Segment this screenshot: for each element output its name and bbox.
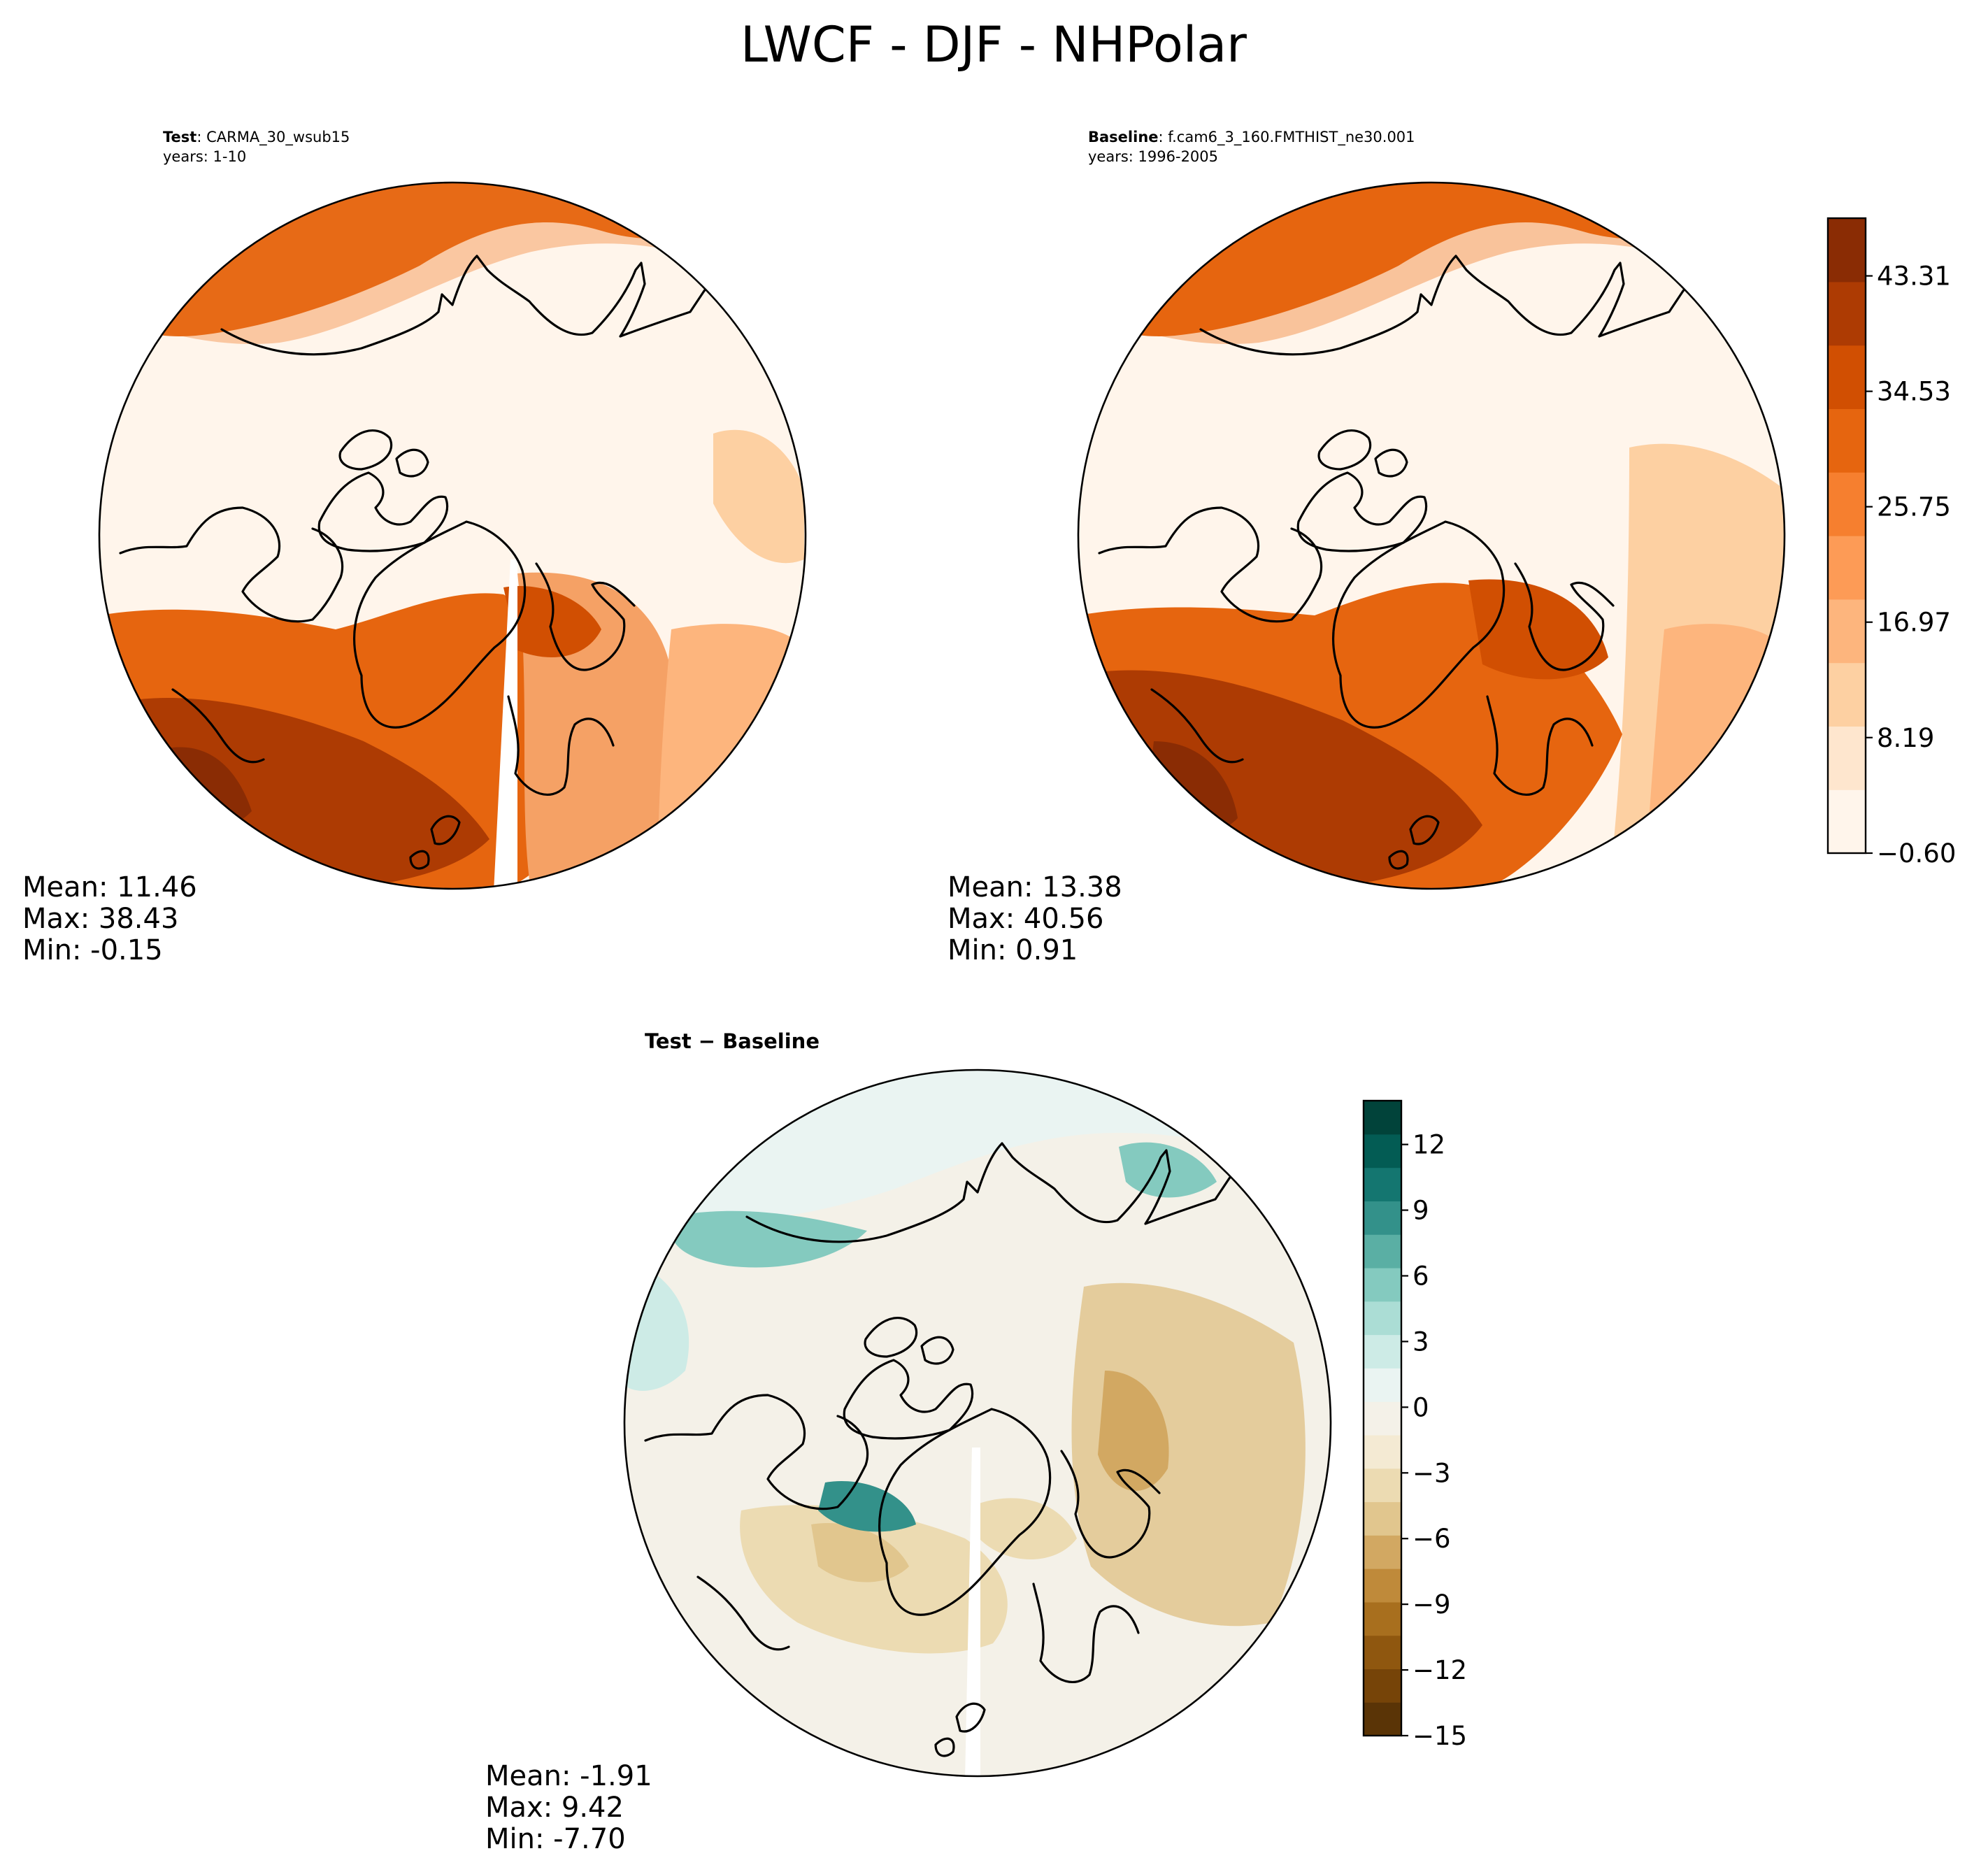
test-header-label: Test bbox=[163, 129, 196, 145]
test-max: Max: 38.43 bbox=[22, 903, 178, 935]
difference-panel: Test − Baseline Mean: -1.91 Max: 9.42 Mi… bbox=[485, 1029, 1332, 1855]
colorbar-swatch bbox=[1828, 408, 1866, 473]
colorbar-tick-label: 9 bbox=[1413, 1196, 1429, 1226]
colorbar-swatch bbox=[1364, 1334, 1401, 1369]
colorbar-swatch bbox=[1828, 536, 1866, 600]
colorbar-tick-label: 3 bbox=[1413, 1327, 1429, 1357]
test-min: Min: -0.15 bbox=[22, 934, 163, 966]
figure-title: LWCF - DJF - NHPolar bbox=[741, 16, 1247, 73]
colorbar-swatch bbox=[1828, 662, 1866, 727]
colorbar-tick-label: −0.60 bbox=[1877, 838, 1956, 869]
difference-map-border bbox=[623, 1069, 1332, 1778]
colorbar-swatch bbox=[1828, 726, 1866, 790]
difference-colorbar: 12 9 6 3 0 −3 −6 −9 −12 −15 bbox=[1362, 1099, 1467, 1751]
baseline-years: years: 1996-2005 bbox=[1088, 148, 1218, 165]
colorbar-swatch bbox=[1828, 789, 1866, 854]
colorbar-swatch bbox=[1364, 1401, 1401, 1436]
test-header: Test: CARMA_30_wsub15 bbox=[163, 129, 350, 146]
colorbar-swatch bbox=[1828, 218, 1866, 283]
colorbar-tick-label: 16.97 bbox=[1877, 608, 1951, 638]
colorbar-tick-label: −6 bbox=[1413, 1524, 1451, 1554]
colorbar-swatch bbox=[1364, 1601, 1401, 1636]
baseline-case-name: : f.cam6_3_160.FMTHIST_ne30.001 bbox=[1159, 129, 1415, 146]
colorbar-tick-label: 34.53 bbox=[1877, 377, 1951, 407]
colorbar-swatch bbox=[1364, 1468, 1401, 1503]
colorbar-swatch bbox=[1364, 1167, 1401, 1201]
colorbar-tick-label: −15 bbox=[1413, 1721, 1467, 1751]
difference-mean: Mean: -1.91 bbox=[485, 1760, 652, 1792]
test-panel: Test: CARMA_30_wsub15 years: 1-10 Mean: … bbox=[22, 129, 807, 966]
colorbar-swatch bbox=[1364, 1201, 1401, 1235]
test-mean: Mean: 11.46 bbox=[22, 871, 197, 903]
colorbar-swatch bbox=[1364, 1301, 1401, 1336]
baseline-header: Baseline: f.cam6_3_160.FMTHIST_ne30.001 bbox=[1088, 129, 1415, 146]
colorbar-swatch bbox=[1364, 1669, 1401, 1703]
colorbar-swatch bbox=[1364, 1434, 1401, 1469]
colorbar-swatch bbox=[1828, 281, 1866, 346]
colorbar-tick-label: −12 bbox=[1413, 1655, 1467, 1685]
colorbar-tick-label: 43.31 bbox=[1877, 262, 1951, 292]
baseline-max: Max: 40.56 bbox=[947, 903, 1103, 935]
colorbar-swatch bbox=[1828, 345, 1866, 409]
colorbar-swatch bbox=[1364, 1234, 1401, 1269]
colorbar-tick-label: −3 bbox=[1413, 1458, 1451, 1488]
test-baseline-colorbar: 43.31 34.53 25.75 16.97 8.19 −0.60 bbox=[1826, 217, 1956, 869]
difference-max: Max: 9.42 bbox=[485, 1792, 624, 1824]
colorbar-tick-label: 25.75 bbox=[1877, 492, 1951, 522]
colorbar-frame bbox=[1362, 1099, 1403, 1737]
colorbar-tick-label: 12 bbox=[1413, 1130, 1445, 1160]
colorbar-tick-label: −9 bbox=[1413, 1589, 1451, 1620]
difference-min: Min: -7.70 bbox=[485, 1823, 626, 1855]
baseline-min: Min: 0.91 bbox=[947, 934, 1078, 966]
colorbar-tick-label: 8.19 bbox=[1877, 723, 1934, 753]
colorbar-swatch bbox=[1828, 599, 1866, 664]
baseline-header-label: Baseline bbox=[1088, 129, 1159, 145]
colorbar-swatch bbox=[1364, 1702, 1401, 1736]
colorbar-swatch bbox=[1364, 1101, 1401, 1135]
difference-map bbox=[624, 1070, 1331, 1776]
colorbar-swatch bbox=[1364, 1501, 1401, 1536]
baseline-map-border bbox=[1077, 181, 1786, 890]
colorbar-swatch bbox=[1364, 1535, 1401, 1569]
colorbar-frame bbox=[1826, 217, 1867, 855]
colorbar-tick-label: 0 bbox=[1413, 1392, 1429, 1422]
colorbar-tick-label: 6 bbox=[1413, 1261, 1429, 1291]
colorbar-swatch bbox=[1364, 1267, 1401, 1302]
test-map-border bbox=[98, 181, 807, 890]
colorbar-swatch bbox=[1364, 1569, 1401, 1603]
colorbar-swatch bbox=[1828, 472, 1866, 536]
difference-header: Test − Baseline bbox=[645, 1029, 820, 1053]
colorbar-swatch bbox=[1364, 1368, 1401, 1402]
colorbar-swatch bbox=[1364, 1635, 1401, 1670]
test-years: years: 1-10 bbox=[163, 148, 246, 165]
baseline-panel: Baseline: f.cam6_3_160.FMTHIST_ne30.001 … bbox=[947, 129, 1786, 966]
test-case-name: : CARMA_30_wsub15 bbox=[196, 129, 350, 146]
colorbar-swatch bbox=[1364, 1134, 1401, 1169]
baseline-mean: Mean: 13.38 bbox=[947, 871, 1122, 903]
